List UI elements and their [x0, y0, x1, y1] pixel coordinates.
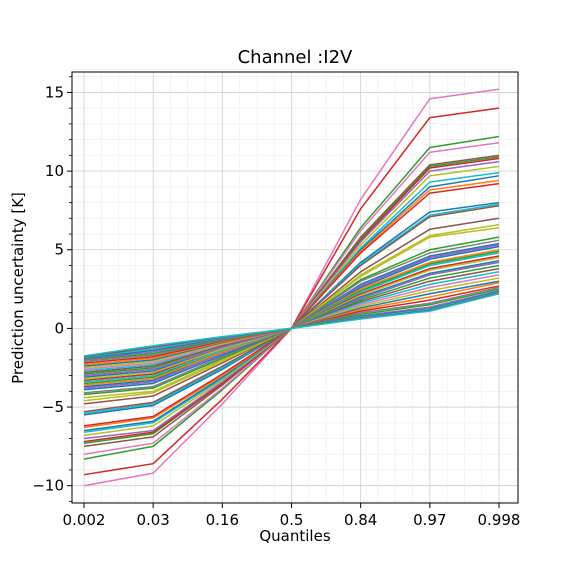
chart-title: Channel :I2V	[238, 47, 353, 68]
y-tick-label: 0	[54, 319, 64, 337]
x-tick-label: 0.5	[280, 511, 304, 529]
x-tick-label: 0.03	[136, 511, 169, 529]
y-tick-label: −5	[42, 398, 64, 416]
plot-frame	[71, 71, 519, 504]
x-axis-label: Quantiles	[259, 527, 330, 545]
x-tick-label: 0.97	[413, 511, 446, 529]
x-tick-label: 0.16	[206, 511, 239, 529]
x-tick-label: 0.84	[344, 511, 377, 529]
y-tick-label: 15	[45, 83, 64, 101]
series-line	[83, 293, 500, 357]
y-tick-label: −10	[32, 477, 64, 495]
y-axis-label: Prediction uncertainty [K]	[9, 192, 27, 384]
axis-ticks: −10 −5 0 5 10 15 0.002 0.03 0.16 0.5 0.84 0.97 0.998	[32, 76, 521, 529]
y-tick-label: 5	[54, 241, 64, 259]
series-lines	[83, 88, 500, 487]
y-tick-label: 10	[45, 162, 64, 180]
x-tick-label: 0.002	[63, 511, 106, 529]
x-tick-label: 0.998	[478, 511, 521, 529]
